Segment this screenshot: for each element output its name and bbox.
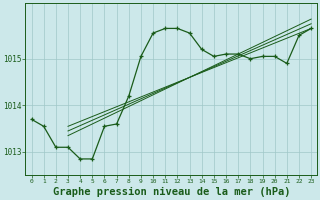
- X-axis label: Graphe pression niveau de la mer (hPa): Graphe pression niveau de la mer (hPa): [52, 187, 290, 197]
